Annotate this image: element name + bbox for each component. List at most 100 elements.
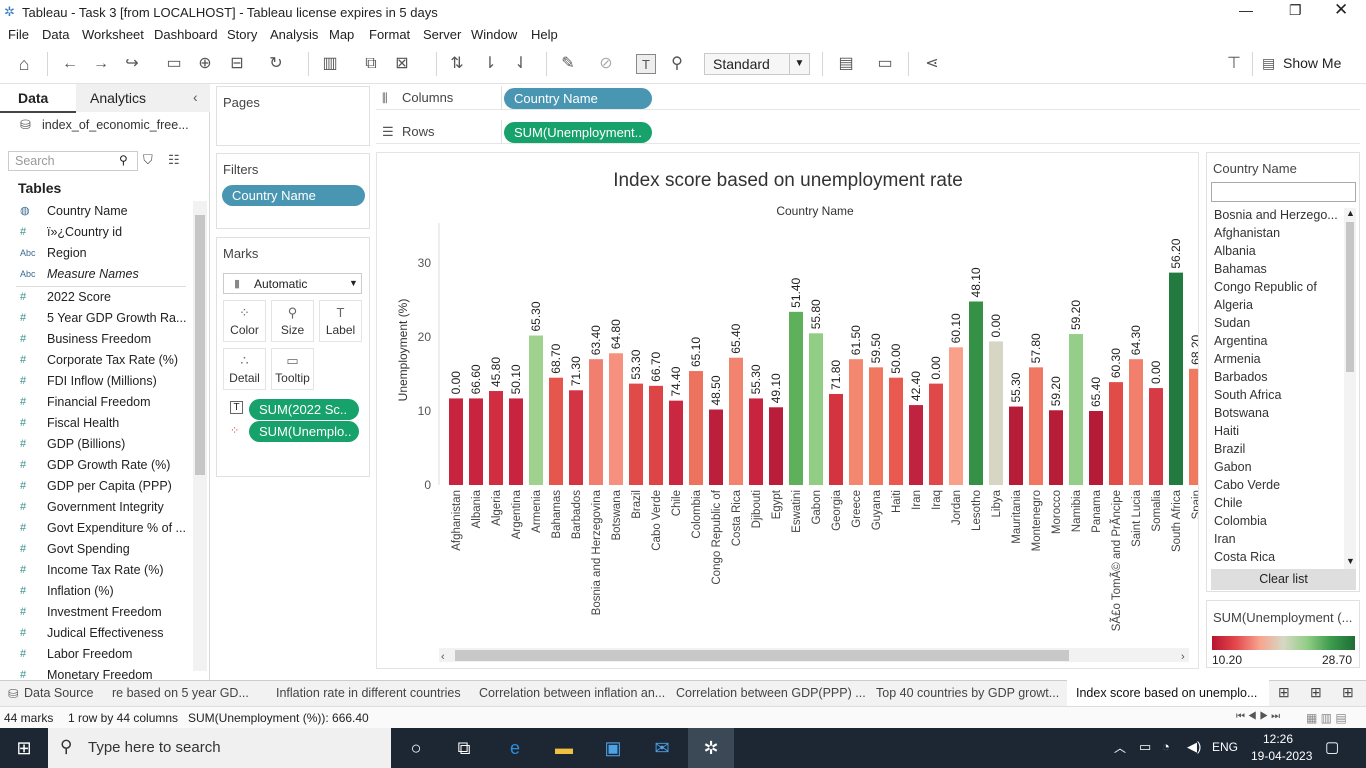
filter-list-item[interactable]: South Africa <box>1214 388 1282 402</box>
tab-sheet-correlation-inflation[interactable]: Correlation between inflation an... <box>479 686 666 700</box>
filter-list-item[interactable]: Gabon <box>1214 460 1252 474</box>
duplicate-sheet-icon[interactable]: ⧉ <box>365 55 377 72</box>
clock-time[interactable]: 12:26 <box>1263 732 1294 746</box>
clear-list-button[interactable]: Clear list <box>1211 569 1356 590</box>
filter-list-item[interactable]: Chile <box>1214 496 1243 510</box>
filter-list-item[interactable]: Barbados <box>1214 370 1268 384</box>
field-item[interactable]: #5 Year GDP Growth Ra... <box>0 308 190 329</box>
undo-icon[interactable]: ← <box>62 55 78 72</box>
filter-list-item[interactable]: Afghanistan <box>1214 226 1281 240</box>
filter-list-item[interactable]: Bahamas <box>1214 262 1267 276</box>
share-icon[interactable]: ⋖ <box>925 55 939 72</box>
field-item[interactable]: Abc Measure Names <box>0 264 190 285</box>
menu-file[interactable]: File <box>8 27 29 42</box>
tab-sheet-unemployment[interactable]: Index score based on unemplo... <box>1076 686 1258 700</box>
tray-chevron-icon[interactable]: ︿ <box>1114 741 1127 755</box>
field-item[interactable]: # Financial Freedom <box>0 392 190 413</box>
menu-server[interactable]: Server <box>423 27 462 42</box>
field-item[interactable]: # Inflation (%) <box>0 581 190 602</box>
tab-data-source[interactable]: Data Source <box>24 686 94 700</box>
close-icon[interactable]: ✕ <box>1334 0 1349 19</box>
mark-type-dropdown[interactable]: ▮ Automatic ▼ <box>223 273 362 294</box>
field-item[interactable]: # Judical Effectiveness <box>0 623 190 644</box>
detail-button[interactable]: ∴ Detail <box>223 348 266 390</box>
cortana-icon[interactable]: ○ <box>410 738 422 758</box>
menu-story[interactable]: Story <box>227 27 258 42</box>
volume-icon[interactable]: ◀) <box>1187 739 1202 754</box>
filter-icon[interactable]: ⛉ <box>143 152 153 167</box>
field-item[interactable]: # Monetary Freedom <box>0 665 190 686</box>
redo-icon[interactable]: → <box>93 55 109 72</box>
mail-icon[interactable]: ✉ <box>654 738 670 758</box>
show-labels-icon[interactable]: T <box>636 54 656 74</box>
sort-descending-icon[interactable]: ⇃ <box>514 55 528 72</box>
filter-list-item[interactable]: Botswana <box>1214 406 1269 420</box>
new-worksheet-tab-icon[interactable]: ⊞ <box>1278 684 1290 700</box>
color-button[interactable]: ⁘ Color <box>223 300 266 342</box>
show-cards-icon[interactable]: ▤ <box>838 55 854 72</box>
search-input[interactable]: Search ⚲ <box>8 151 138 171</box>
menu-format[interactable]: Format <box>369 27 411 42</box>
filter-list-item[interactable]: Armenia <box>1214 352 1261 366</box>
taskbar-search[interactable]: ⚲ Type here to search <box>48 728 391 768</box>
filter-pill-country[interactable]: Country Name <box>222 185 365 206</box>
field-item[interactable]: # ï»¿Country id <box>0 222 190 243</box>
show-me-button[interactable]: Show Me <box>1283 55 1342 71</box>
sheet-view-icon[interactable]: ▦ ▥ ▤ <box>1306 711 1347 725</box>
field-item[interactable]: # Income Tax Rate (%) <box>0 560 190 581</box>
filter-list-item[interactable]: Bosnia and Herzego... <box>1214 208 1338 222</box>
presentation-icon[interactable]: ▭ <box>877 55 893 72</box>
task-view-icon[interactable]: ⧉ <box>457 738 471 758</box>
tooltip-button[interactable]: ▭ Tooltip <box>271 348 314 390</box>
new-story-tab-icon[interactable]: ⊞ <box>1342 684 1354 700</box>
fix-axes-icon[interactable]: ⚲ <box>671 55 683 72</box>
filter-list-item[interactable]: Algeria <box>1214 298 1253 312</box>
notifications-icon[interactable]: ▢ <box>1325 739 1340 756</box>
tab-data[interactable]: Data <box>18 90 49 106</box>
menu-analysis[interactable]: Analysis <box>270 27 319 42</box>
filter-list-item[interactable]: Albania <box>1214 244 1256 258</box>
windows-start-icon[interactable]: ⊞ <box>16 738 32 758</box>
refresh-icon[interactable]: ↻ <box>269 55 283 72</box>
edge-icon[interactable]: e <box>509 738 520 758</box>
tab-sheet-top40[interactable]: Top 40 countries by GDP growt... <box>876 686 1060 700</box>
network-icon[interactable]: ◔ <box>1162 739 1170 754</box>
filter-list-item[interactable]: Sudan <box>1214 316 1251 330</box>
filter-list-item[interactable]: Cabo Verde <box>1214 478 1281 492</box>
scrollbar-thumb[interactable] <box>195 215 205 475</box>
ask-data-icon[interactable]: ⊤ <box>1227 55 1241 72</box>
filter-list-item[interactable]: Iran <box>1214 532 1236 546</box>
filter-list-item[interactable]: Costa Rica <box>1214 550 1276 564</box>
minimize-icon[interactable]: — <box>1239 2 1253 18</box>
field-item[interactable]: # FDI Inflow (Millions) <box>0 371 190 392</box>
tab-sheet-gdp-growth[interactable]: re based on 5 year GD... <box>112 686 249 700</box>
pause-updates-icon[interactable]: ⊟ <box>230 55 244 72</box>
rows-pill-unemployment[interactable]: SUM(Unemployment.. <box>504 122 652 143</box>
field-item[interactable]: # Govt Spending <box>0 539 190 560</box>
size-button[interactable]: ⚲ Size <box>271 300 314 342</box>
field-item[interactable]: # Corporate Tax Rate (%) <box>0 350 190 371</box>
replay-icon[interactable]: ↪ <box>125 55 139 72</box>
menu-worksheet[interactable]: Worksheet <box>82 27 144 42</box>
menu-help[interactable]: Help <box>531 27 558 42</box>
filter-scrollbar[interactable]: ▲ ▼ <box>1344 208 1356 570</box>
columns-pill-country[interactable]: Country Name <box>504 88 652 109</box>
menu-dashboard[interactable]: Dashboard <box>154 27 218 42</box>
new-worksheet-icon[interactable]: ▥ <box>322 55 338 72</box>
field-item[interactable]: # Labor Freedom <box>0 644 190 665</box>
group-icon[interactable]: ⊘ <box>599 55 613 72</box>
language-indicator[interactable]: ENG <box>1212 740 1239 754</box>
save-icon[interactable]: ▭ <box>166 55 182 72</box>
sort-ascending-icon[interactable]: ⇂ <box>483 55 497 72</box>
field-item[interactable]: # Business Freedom <box>0 329 190 350</box>
field-item[interactable]: ◍ Country Name <box>0 201 190 222</box>
tab-analytics[interactable]: Analytics <box>90 90 147 106</box>
highlight-icon[interactable]: ✎ <box>561 55 575 72</box>
menu-data[interactable]: Data <box>42 27 70 42</box>
new-datasource-icon[interactable]: ⊕ <box>198 55 212 72</box>
marks-pill-score[interactable]: SUM(2022 Sc.. <box>249 399 359 420</box>
field-item[interactable]: # Investment Freedom <box>0 602 190 623</box>
marks-pill-unemployment[interactable]: SUM(Unemplo.. <box>249 421 359 442</box>
battery-icon[interactable]: ▭ <box>1139 739 1152 754</box>
chevron-down-icon[interactable]: ▼ <box>1346 556 1355 566</box>
